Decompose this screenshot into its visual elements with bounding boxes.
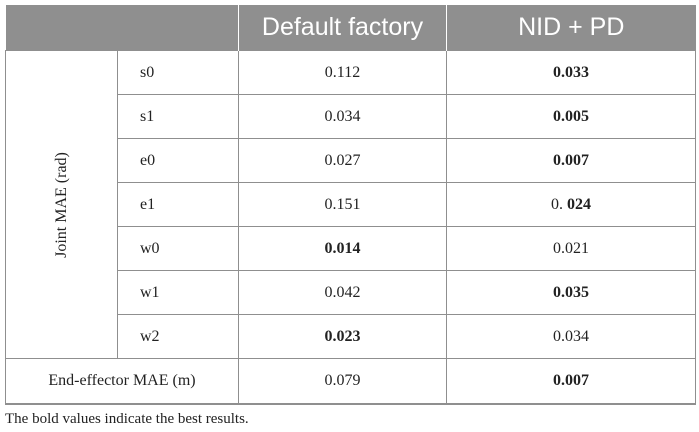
joint-name-e1: e1 [117,182,239,227]
table-row: e0 0.027 0.007 [6,138,696,183]
nid-value-w0: 0.021 [446,226,696,271]
default-value-w0: 0.014 [238,226,447,271]
joint-name-w2: w2 [117,314,239,359]
joint-name-e0: e0 [117,138,239,183]
nid-value-e0: 0.007 [446,138,696,183]
table-row-end-effector: End-effector MAE (m) 0.079 0.007 [5,358,696,405]
default-value-s1: 0.034 [238,94,447,139]
header-empty [5,5,239,51]
table-row: w2 0.023 0.034 [6,314,696,359]
default-value-w2: 0.023 [238,314,447,359]
nid-value-e1-bold: 024 [567,195,591,213]
table-row: Joint MAE (rad) s0 0.112 0.033 [5,50,696,359]
nid-value-w2: 0.034 [446,314,696,359]
end-effector-label: End-effector MAE (m) [5,358,239,405]
joint-name-s0: s0 [117,50,239,95]
nid-value-s1: 0.005 [446,94,696,139]
joint-name-w1: w1 [117,270,239,315]
table-footnote: The bold values indicate the best result… [5,411,249,427]
default-value-w1: 0.042 [238,270,447,315]
table-row: e1 0.151 0. 024 [6,182,696,227]
default-value-e0: 0.027 [238,138,447,183]
nid-value-e1-prefix: 0. [551,195,563,213]
table-row: s1 0.034 0.005 [6,94,696,139]
header-row: Default factory NID + PD [5,5,696,51]
joint-mae-label: Joint MAE (rad) [52,151,70,258]
joint-name-s1: s1 [117,94,239,139]
joint-name-w0: w0 [117,226,239,271]
table-row: w0 0.014 0.021 [6,226,696,271]
nid-value-w1: 0.035 [446,270,696,315]
results-table-container: Default factory NID + PD Joint MAE (rad)… [5,5,696,405]
default-value-e1: 0.151 [238,182,447,227]
nid-value-s0: 0.033 [446,50,696,95]
nid-value-e1: 0. 024 [446,182,696,227]
header-nid-pd: NID + PD [446,5,696,51]
default-value-end-effector: 0.079 [238,358,447,405]
joint-mae-group-cell: Joint MAE (rad) [5,50,118,359]
results-table: Default factory NID + PD Joint MAE (rad)… [5,5,696,405]
default-value-s0: 0.112 [238,50,447,95]
nid-value-end-effector: 0.007 [446,358,696,405]
header-default-factory: Default factory [238,5,447,51]
